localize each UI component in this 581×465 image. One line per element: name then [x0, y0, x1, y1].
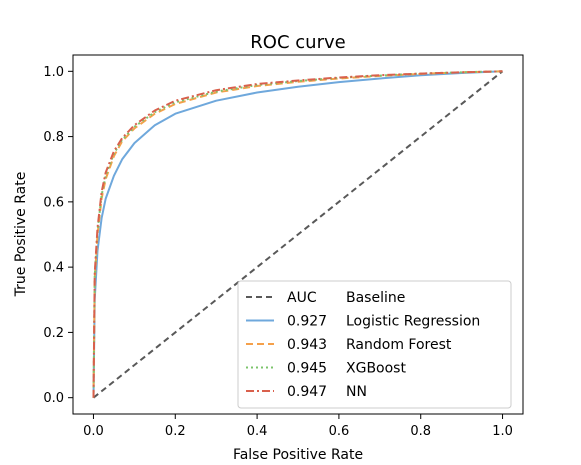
legend-series-name: NN [346, 384, 367, 400]
x-tick-label: 0.0 [83, 424, 104, 439]
legend: AUC Baseline 0.927 Logistic Regression 0.943… [237, 280, 512, 409]
legend-series-name: XGBoost [346, 361, 406, 377]
y-tick-label: 0.2 [43, 326, 64, 341]
x-tick-label: 1.0 [492, 424, 513, 439]
legend-auc-value: 0.945 [287, 361, 327, 377]
y-tick-label: 0.8 [43, 130, 64, 145]
x-axis-label: False Positive Rate [233, 447, 363, 463]
y-axis-ticks: 0.0 0.2 0.4 0.6 0.8 1.0 [43, 65, 73, 406]
y-axis-label: True Positive Rate [13, 172, 29, 298]
series-line-logistic-regression [92, 70, 503, 398]
legend-auc-value: AUC [287, 290, 317, 306]
x-axis-ticks: 0.0 0.2 0.4 0.6 0.8 1.0 [83, 414, 513, 439]
legend-series-name: Random Forest [346, 337, 452, 353]
y-tick-label: 0.0 [43, 391, 64, 406]
series-lines [92, 70, 504, 399]
legend-series-name: Logistic Regression [346, 314, 480, 330]
x-tick-label: 0.4 [247, 424, 268, 439]
chart-title: ROC curve [250, 32, 345, 53]
x-tick-label: 0.2 [165, 424, 186, 439]
legend-series-name: Baseline [346, 290, 405, 306]
legend-auc-value: 0.947 [287, 384, 327, 400]
y-tick-label: 0.6 [43, 195, 64, 210]
legend-auc-value: 0.943 [287, 337, 327, 353]
series-line-nn [92, 70, 503, 398]
legend-box [237, 280, 512, 409]
x-tick-label: 0.8 [410, 424, 431, 439]
x-tick-label: 0.6 [329, 424, 350, 439]
y-tick-label: 0.4 [43, 261, 64, 276]
series-line-baseline [92, 70, 504, 399]
legend-auc-value: 0.927 [287, 314, 327, 330]
y-tick-label: 1.0 [43, 65, 64, 80]
